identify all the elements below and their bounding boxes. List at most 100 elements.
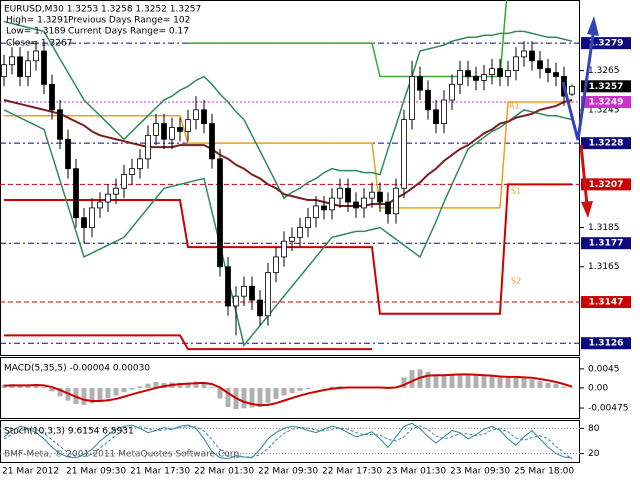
main-plot: [0, 0, 580, 351]
macd-plot: [1, 369, 575, 410]
macd-bar: [49, 387, 55, 392]
candle-body: [241, 285, 247, 297]
macd-bar: [265, 387, 271, 403]
candle-body: [57, 109, 63, 140]
signal-arrows: [561, 16, 599, 218]
x-tick-label: 21 Mar 09:30: [66, 467, 126, 477]
macd-bar: [273, 387, 279, 399]
candle-body: [425, 89, 431, 111]
macd-bar: [209, 387, 215, 388]
candle-body: [369, 191, 375, 199]
candle-body: [161, 123, 167, 140]
info-text: Previous Days Range= 102: [68, 16, 190, 26]
price-box-label: 1.3177: [589, 239, 624, 249]
candle-body: [129, 168, 135, 175]
macd-bar: [329, 386, 335, 388]
macd-bar: [401, 377, 407, 388]
level-label: S1: [511, 187, 521, 196]
y-tick-label: 0.00: [588, 383, 608, 393]
macd-bar: [521, 377, 527, 388]
candle-body: [17, 56, 23, 77]
candle-body: [89, 207, 95, 228]
indicator-line: [188, 0, 508, 78]
price-box-label: 1.3228: [589, 139, 624, 149]
macd-bar: [489, 376, 495, 388]
candle-body: [313, 205, 319, 219]
candle-body: [305, 217, 311, 228]
blue-arrow: [561, 27, 596, 141]
macd-bar: [465, 374, 471, 388]
y-tick-label: 1.3165: [588, 262, 620, 272]
candle-body: [273, 256, 279, 274]
candle-body: [537, 60, 543, 70]
chart-title: EURUSD,M30 1.3253 1.3258 1.3252 1.3257: [4, 5, 201, 15]
candle-body: [1, 64, 7, 77]
candle-body: [249, 285, 255, 301]
macd-bar: [561, 386, 567, 388]
candle-body: [201, 109, 207, 124]
indicator-line: [3, 109, 573, 347]
macd-bar: [449, 373, 455, 388]
candle-body: [553, 72, 559, 77]
candle-body: [297, 227, 303, 238]
macd-bar: [17, 385, 23, 388]
price-box: [581, 137, 631, 150]
candle-body: [385, 201, 391, 215]
macd-bar: [129, 387, 135, 390]
copyright: BMF-Meta, © 2001-2011 MetaQuotes Softwar…: [4, 450, 242, 460]
macd-bar: [537, 381, 543, 388]
macd-bar: [457, 373, 463, 388]
y-tick-label: 20: [588, 449, 600, 459]
candle-body: [465, 70, 471, 77]
macd-bar: [553, 384, 559, 388]
candle-body: [513, 56, 519, 72]
info-text: High= 1.3291: [6, 16, 69, 26]
macd-bar: [185, 382, 191, 388]
candle-body: [321, 205, 327, 211]
macd-bar: [137, 386, 143, 388]
candle-body: [409, 76, 415, 121]
candle-body: [457, 70, 463, 85]
candle-body: [337, 187, 343, 199]
price-box-label: 1.3279: [589, 39, 624, 49]
macd-bar: [33, 384, 39, 388]
indicator-line: [4, 101, 572, 209]
level-label: S2: [511, 277, 521, 286]
macd-bar: [473, 375, 479, 388]
candle-body: [145, 134, 151, 160]
macd-bar: [97, 387, 103, 401]
axes: 1.3265 1.3245 1.3185 1.3165 1.3279 1.3257 1.32…: [2, 16, 631, 477]
main-panel: [0, 0, 580, 356]
indicator-line: [3, 373, 573, 407]
macd-bar: [225, 387, 231, 407]
candle-body: [97, 201, 103, 209]
candle-body: [209, 123, 215, 160]
stoch-plot: [0, 422, 580, 460]
x-tick-label: 25 Mar 18:00: [514, 467, 574, 477]
candle-body: [265, 272, 271, 317]
candle-body: [217, 158, 223, 268]
candle-body: [233, 295, 239, 307]
stoch-panel: [0, 420, 580, 463]
candle-body: [185, 119, 191, 132]
macd-bar: [241, 387, 247, 409]
info-text: Close= 1.3267: [6, 39, 72, 49]
macd-bar: [433, 375, 439, 388]
candle-body: [497, 68, 503, 77]
price-box: [581, 296, 631, 309]
candle-body: [153, 123, 159, 136]
candle-body: [449, 83, 455, 101]
red-arrow: [579, 144, 589, 206]
candle-body: [169, 127, 175, 140]
level-label: R1: [509, 102, 520, 111]
candle-body: [433, 109, 439, 124]
macd-bar: [305, 387, 311, 390]
indicator-line: [3, 99, 573, 207]
candle-body: [177, 127, 183, 132]
macd-bar: [177, 382, 183, 388]
candle-body: [41, 50, 47, 85]
macd-bar: [297, 387, 303, 391]
candle-body: [417, 76, 423, 91]
macd-bar: [57, 387, 63, 397]
